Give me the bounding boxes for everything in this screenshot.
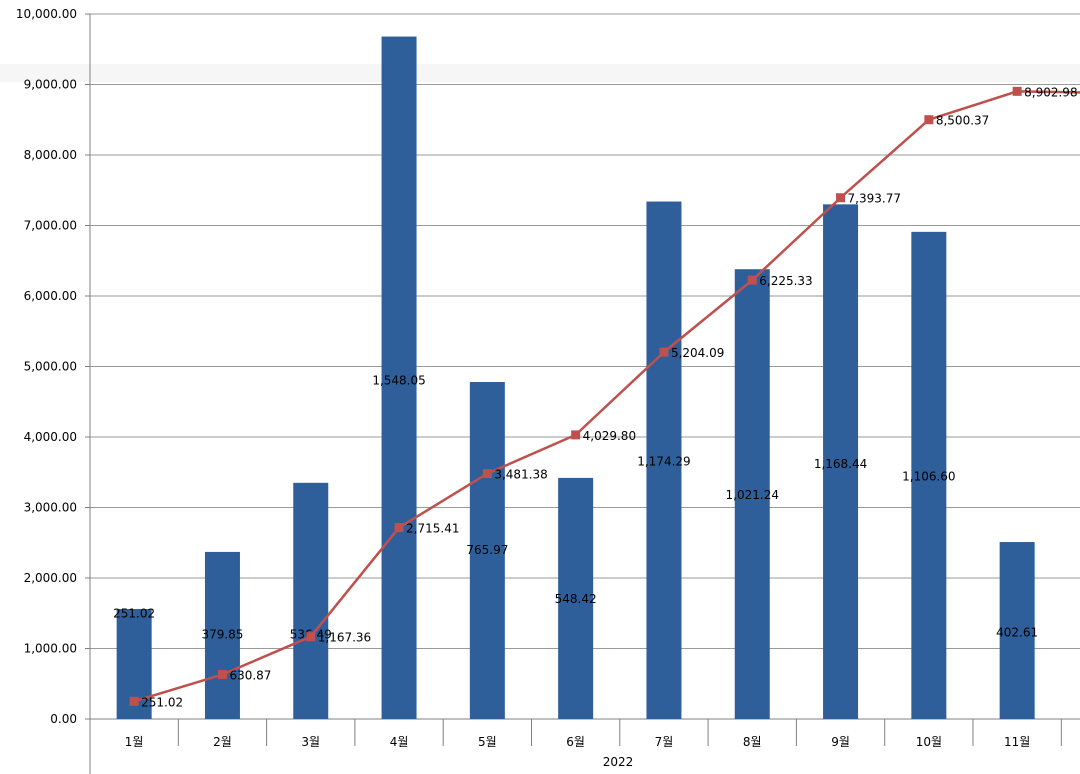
y-tick-label: 5,000.00	[24, 360, 77, 374]
line-marker	[482, 469, 492, 479]
y-tick-label: 2,000.00	[24, 571, 77, 585]
y-tick-label: 9,000.00	[24, 78, 77, 92]
bar-data-label: 402.61	[996, 625, 1038, 639]
x-tick-label: 7월	[655, 735, 674, 749]
line-marker	[394, 523, 404, 533]
series-line	[133, 90, 1080, 703]
line-marker	[1012, 86, 1022, 96]
y-tick-label: 3,000.00	[24, 501, 77, 515]
bar-data-label: 1,174.29	[637, 455, 690, 469]
line-data-label: 630.87	[229, 669, 271, 683]
bar	[646, 201, 682, 719]
x-tick-label: 9월	[831, 735, 850, 749]
x-tick-label: 1월	[125, 735, 144, 749]
line-data-label: 1,167.36	[318, 631, 371, 645]
line-marker	[217, 670, 227, 680]
bar	[999, 542, 1035, 719]
y-axis-ticks: 0.00 1,000.00 2,000.00 3,000.00 4,000.00 5,00…	[16, 7, 77, 726]
line-data-label: 4,029.80	[583, 429, 636, 443]
y-tick-label: 6,000.00	[24, 289, 77, 303]
bar	[734, 269, 770, 719]
bar	[204, 551, 240, 719]
bar	[293, 482, 329, 719]
x-tick-label: 8월	[743, 735, 762, 749]
bar-data-label: 1,106.60	[902, 469, 955, 483]
bar-data-label: 379.85	[201, 627, 243, 641]
line-marker	[747, 275, 757, 285]
x-axis: 1월 2월 3월 4월 5월 6월 7월 8월 9월 10월 11월 2022	[89, 719, 1062, 769]
bar-data-labels: 251.02379.85536.491,548.05765.97548.421,…	[113, 374, 1038, 642]
line-marker	[659, 347, 669, 357]
line-data-label: 3,481.38	[494, 468, 547, 482]
line-data-label: 6,225.33	[759, 274, 812, 288]
bar	[911, 231, 947, 719]
line-data-label: 2,715.41	[406, 522, 459, 536]
bar	[558, 477, 594, 719]
x-tick-label: 11월	[1004, 735, 1030, 749]
line-marker	[836, 193, 846, 203]
y-tick-label: 7,000.00	[24, 219, 77, 233]
bar-data-label: 1,168.44	[814, 457, 867, 471]
y-tick-label: 10,000.00	[16, 7, 77, 21]
line-data-label: 8,902.98	[1024, 85, 1077, 99]
x-group-label: 2022	[603, 755, 634, 769]
line-data-labels: 251.02 630.87 1,167.36 2,715.41 3,481.38 4,02…	[141, 85, 1077, 709]
line-data-label: 7,393.77	[848, 192, 901, 206]
y-tick-label: 0.00	[50, 712, 77, 726]
bar	[381, 36, 417, 720]
x-tick-label: 6월	[566, 735, 585, 749]
bar	[823, 204, 859, 720]
bar	[469, 382, 505, 719]
x-tick-label: 4월	[390, 735, 409, 749]
line-data-label: 5,204.09	[671, 346, 724, 360]
x-tick-label: 5월	[478, 735, 497, 749]
line-data-label: 8,500.37	[936, 114, 989, 128]
bar-series	[116, 36, 1035, 720]
bar-data-label: 548.42	[555, 592, 597, 606]
y-tick-label: 1,000.00	[24, 642, 77, 656]
y-tick-label: 8,000.00	[24, 148, 77, 162]
line-data-label: 251.02	[141, 695, 183, 709]
line-marker	[129, 696, 139, 706]
bar-data-label: 251.02	[113, 606, 155, 620]
line-marker	[571, 430, 581, 440]
x-tick-label: 3월	[301, 735, 320, 749]
x-tick-label: 10월	[916, 735, 942, 749]
line-series	[129, 86, 1080, 706]
y-tick-label: 4,000.00	[24, 430, 77, 444]
bar-data-label: 765.97	[466, 543, 508, 557]
bar-data-label: 1,548.05	[372, 374, 425, 388]
x-tick-label: 2월	[213, 735, 232, 749]
line-marker	[924, 115, 934, 125]
bar-data-label: 1,021.24	[726, 488, 779, 502]
line-marker	[306, 632, 316, 642]
